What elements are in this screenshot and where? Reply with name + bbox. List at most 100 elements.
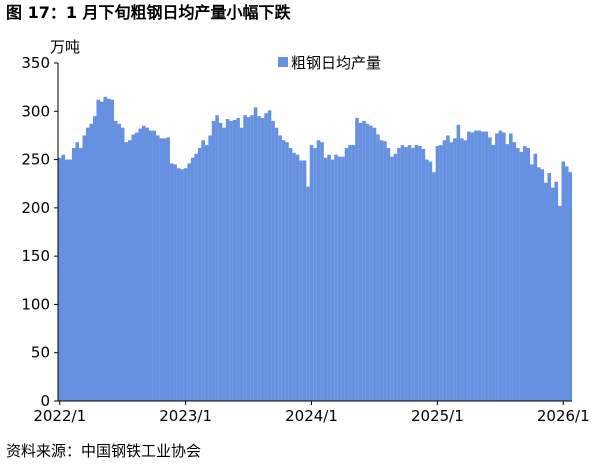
bar bbox=[246, 117, 251, 401]
bar bbox=[491, 145, 496, 401]
bar bbox=[348, 145, 352, 401]
bar bbox=[278, 135, 282, 401]
bar bbox=[299, 160, 303, 401]
bar bbox=[96, 99, 101, 401]
bar bbox=[362, 120, 366, 401]
bar bbox=[540, 169, 545, 401]
y-tick-label: 300 bbox=[21, 102, 50, 120]
bar bbox=[313, 147, 317, 401]
bar bbox=[418, 146, 422, 401]
bar bbox=[428, 161, 433, 401]
bar bbox=[404, 147, 408, 401]
bar bbox=[442, 140, 447, 401]
bar bbox=[372, 127, 377, 402]
bar bbox=[204, 145, 209, 401]
bar bbox=[498, 130, 503, 401]
bar bbox=[183, 168, 188, 401]
bar bbox=[341, 156, 345, 401]
bar bbox=[355, 118, 359, 401]
bar bbox=[124, 142, 128, 401]
bar bbox=[561, 161, 566, 401]
bar bbox=[225, 119, 230, 402]
bar bbox=[446, 135, 450, 401]
bar bbox=[260, 118, 265, 401]
bar bbox=[327, 154, 331, 401]
bar bbox=[470, 132, 475, 401]
bar bbox=[113, 120, 118, 401]
bar bbox=[474, 130, 478, 401]
bar bbox=[78, 147, 83, 401]
bar bbox=[533, 153, 538, 401]
bar bbox=[358, 122, 363, 402]
bar bbox=[495, 133, 499, 402]
bar bbox=[194, 153, 198, 401]
bar bbox=[456, 124, 461, 401]
bar bbox=[435, 146, 440, 401]
bar bbox=[176, 168, 181, 401]
bar bbox=[173, 164, 177, 401]
bar bbox=[215, 115, 219, 402]
bar bbox=[99, 101, 104, 401]
bar bbox=[120, 127, 125, 402]
bar bbox=[64, 159, 69, 401]
bar bbox=[264, 113, 268, 402]
bar bbox=[537, 167, 541, 401]
bar bbox=[71, 147, 76, 401]
bar bbox=[330, 159, 335, 401]
y-tick-label: 200 bbox=[21, 199, 50, 217]
bar bbox=[250, 115, 254, 402]
bar bbox=[460, 138, 464, 401]
bar bbox=[516, 147, 520, 401]
bar bbox=[295, 154, 300, 401]
bar bbox=[82, 135, 87, 401]
bar bbox=[320, 142, 324, 401]
chart-title: 图 17：1 月下旬粗钢日均产量小幅下跌 bbox=[6, 3, 292, 22]
bar bbox=[92, 116, 97, 401]
bar bbox=[488, 137, 492, 402]
bar bbox=[229, 120, 233, 401]
bar bbox=[288, 147, 293, 401]
bar bbox=[274, 127, 279, 402]
x-tick-label: 2023/1 bbox=[159, 407, 212, 425]
bar bbox=[397, 147, 401, 401]
y-tick-label: 150 bbox=[21, 247, 50, 265]
bar bbox=[449, 142, 454, 401]
bar bbox=[519, 151, 524, 401]
bar bbox=[505, 144, 510, 401]
bar bbox=[526, 147, 531, 401]
bar bbox=[421, 148, 426, 401]
bar bbox=[386, 147, 391, 401]
bar bbox=[309, 145, 314, 401]
bar bbox=[232, 119, 237, 401]
y-axis-label: 万吨 bbox=[50, 38, 80, 56]
bar bbox=[267, 110, 272, 401]
bar bbox=[218, 122, 223, 402]
bar bbox=[61, 154, 66, 401]
x-tick-label: 2024/1 bbox=[285, 407, 338, 425]
bar bbox=[502, 132, 506, 401]
bar bbox=[141, 125, 146, 402]
bar bbox=[530, 164, 534, 401]
bar bbox=[344, 147, 349, 401]
bar bbox=[509, 133, 513, 402]
bar bbox=[369, 125, 373, 402]
bar bbox=[523, 146, 527, 401]
bar bbox=[393, 153, 398, 401]
bar bbox=[351, 145, 356, 401]
bar bbox=[271, 120, 275, 401]
bar bbox=[379, 140, 384, 401]
bar bbox=[337, 156, 342, 401]
bar bbox=[134, 132, 139, 401]
bar bbox=[127, 140, 132, 401]
bar bbox=[365, 123, 370, 401]
bar bbox=[481, 131, 485, 401]
bar bbox=[414, 145, 419, 401]
bar bbox=[208, 135, 212, 401]
bar bbox=[222, 127, 226, 402]
bar bbox=[463, 140, 468, 401]
y-tick-label: 100 bbox=[21, 295, 50, 313]
bar bbox=[166, 137, 170, 402]
bar bbox=[89, 123, 94, 401]
bar bbox=[243, 115, 247, 402]
